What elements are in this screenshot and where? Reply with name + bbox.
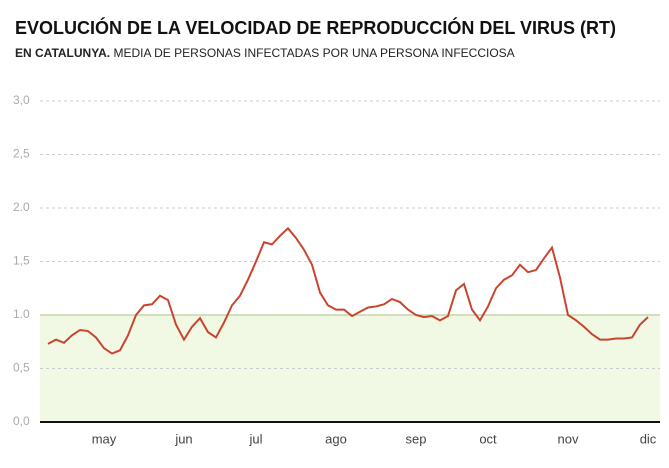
- y-tick-label: 3,0: [13, 93, 30, 107]
- subtitle: MEDIA DE PERSONAS INFECTADAS POR UNA PER…: [113, 46, 514, 60]
- y-tick-label: 2.0: [13, 200, 30, 214]
- y-tick-label: 1.0: [13, 307, 30, 321]
- y-tick-label: 1,5: [13, 254, 30, 268]
- x-tick-label: dic: [640, 431, 657, 446]
- x-tick-label: oct: [479, 431, 497, 446]
- y-tick-label: 2,5: [13, 147, 30, 161]
- y-tick-label: 0,5: [13, 361, 30, 375]
- x-tick-label: nov: [558, 431, 579, 446]
- chart-title: EVOLUCIÓN DE LA VELOCIDAD DE REPRODUCCIÓ…: [15, 17, 616, 38]
- x-tick-label: may: [92, 431, 117, 446]
- x-tick-label: jun: [174, 431, 192, 446]
- data-line: [47, 226, 649, 355]
- chart-subtitle: EN CATALUNYA. MEDIA DE PERSONAS INFECTAD…: [15, 46, 515, 60]
- x-tick-label: jul: [248, 431, 262, 446]
- y-tick-label: 0,0: [13, 414, 30, 428]
- x-tick-label: ago: [325, 431, 347, 446]
- x-tick-label: sep: [406, 431, 427, 446]
- subtitle-lead: EN CATALUNYA.: [15, 46, 110, 60]
